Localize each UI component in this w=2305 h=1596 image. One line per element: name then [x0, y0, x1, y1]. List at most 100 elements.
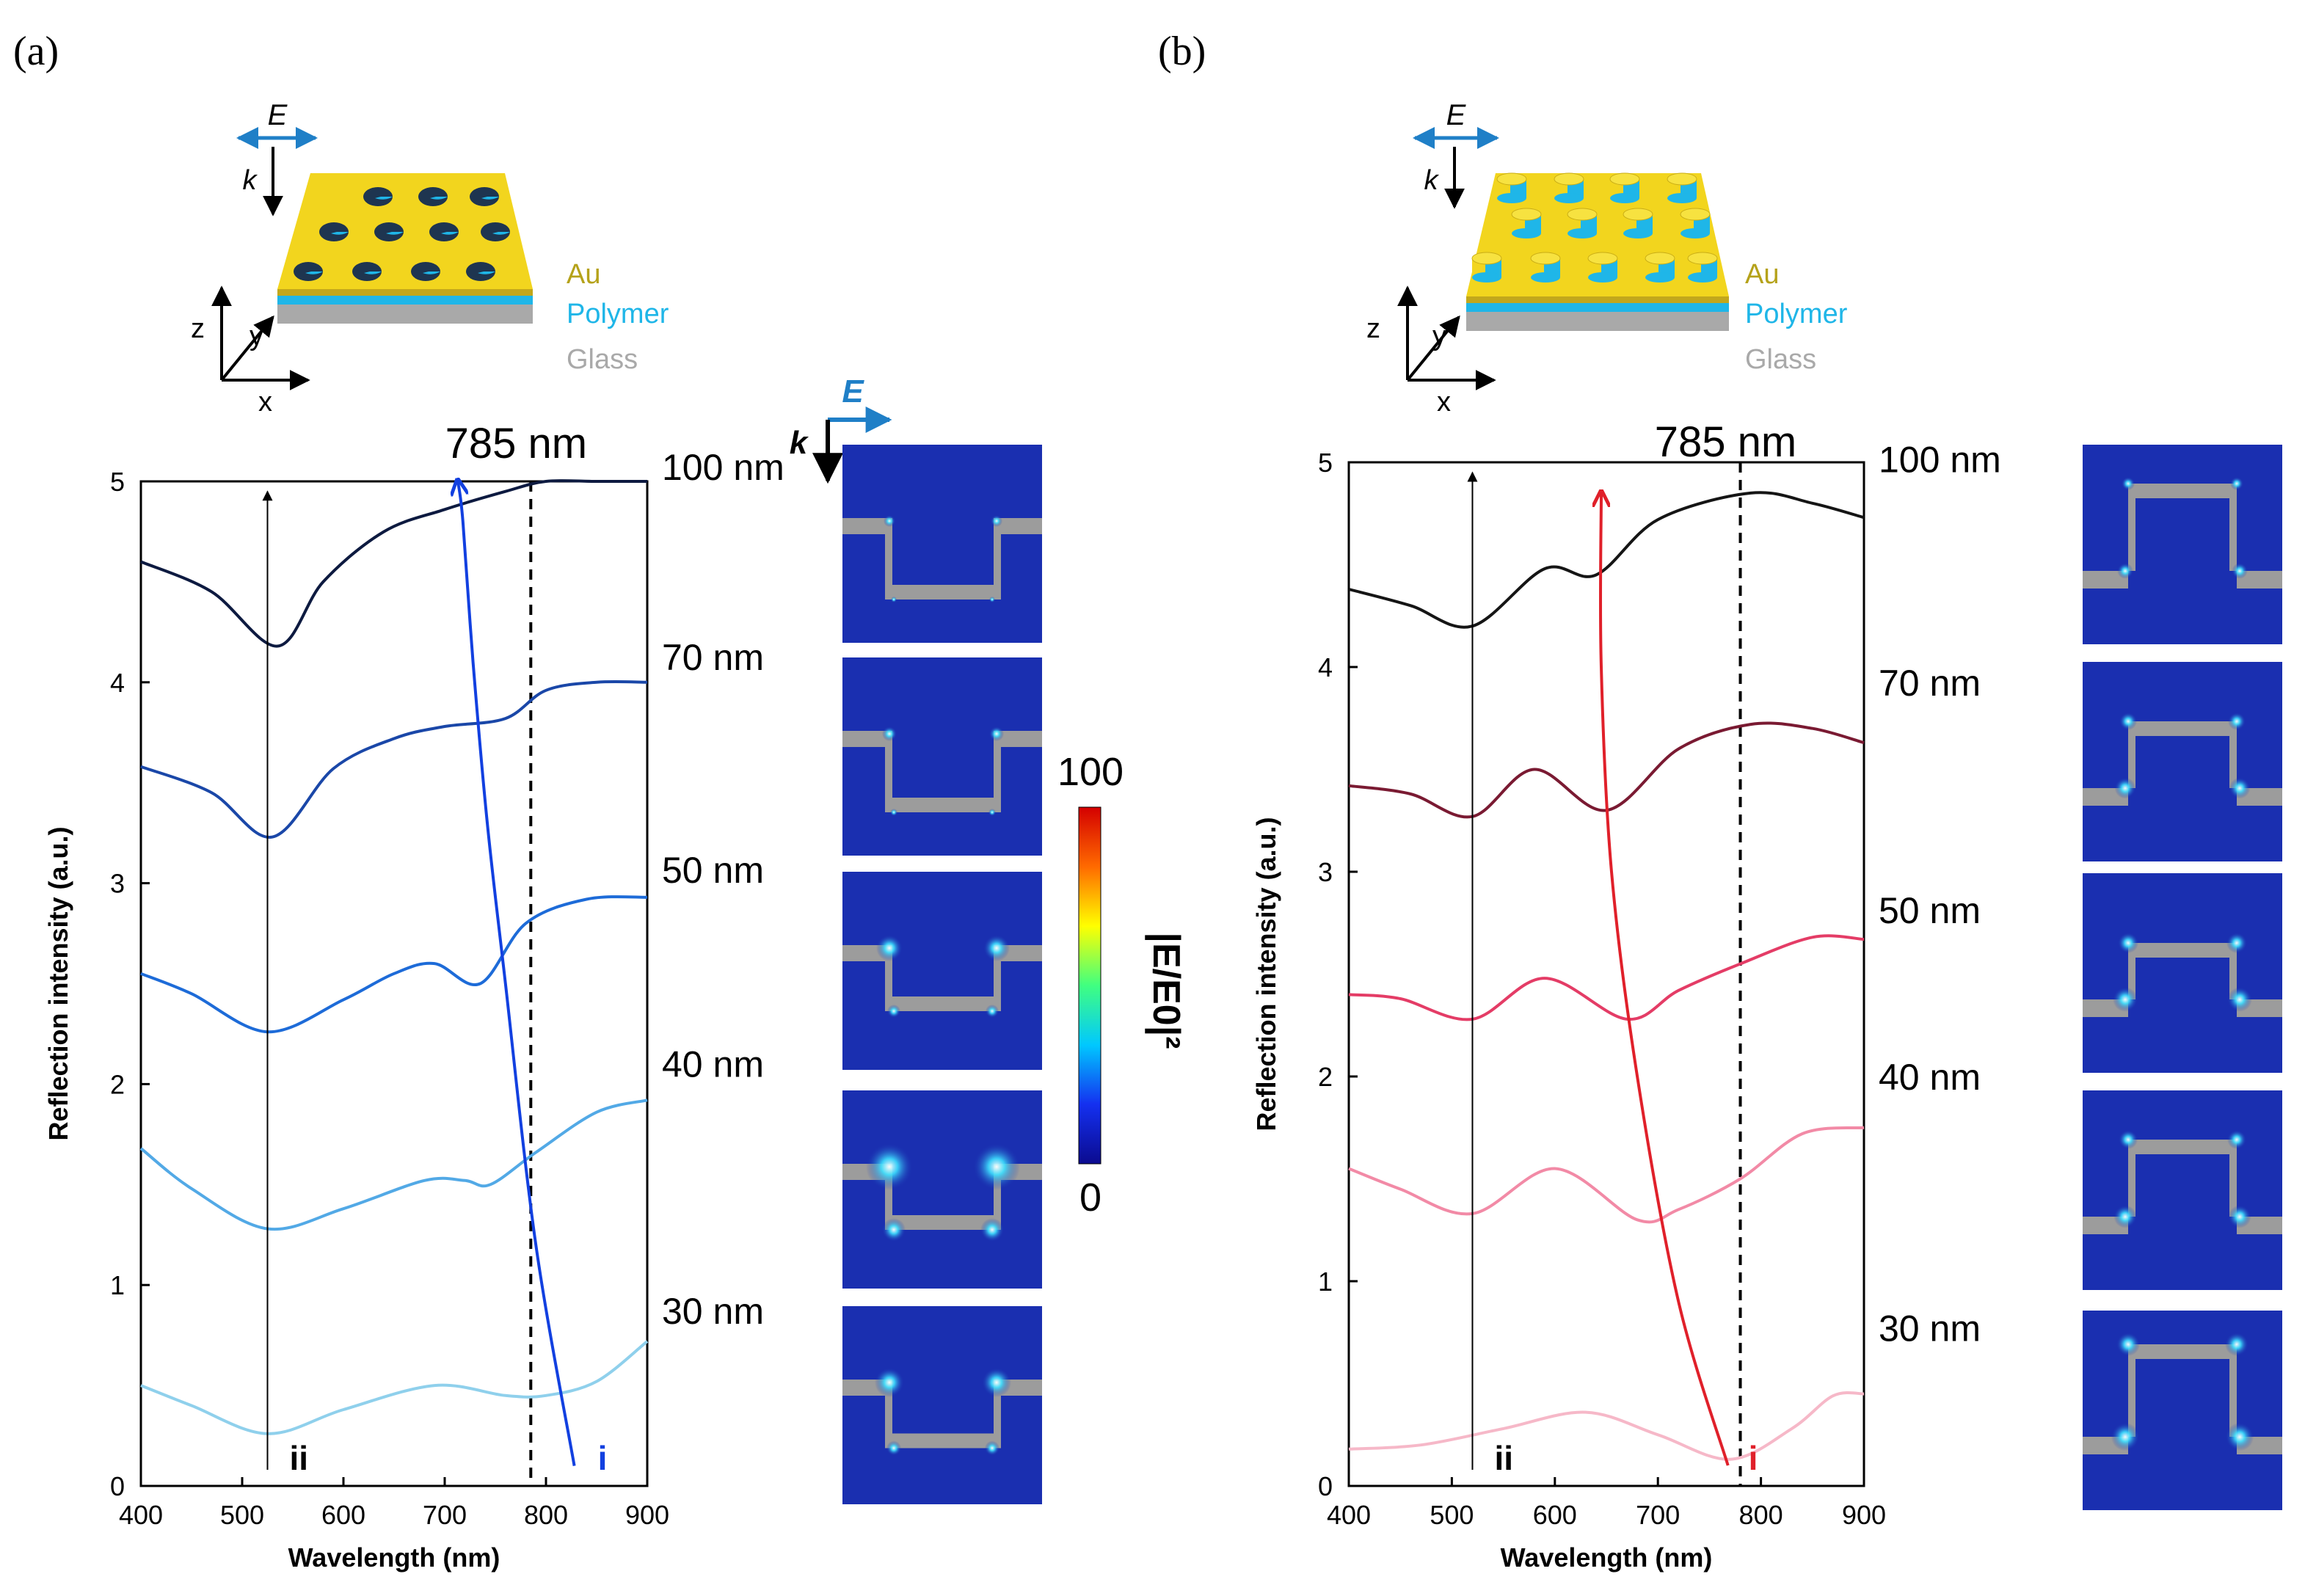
y-tick-label: 0: [110, 1471, 125, 1501]
field-hotspot: [884, 515, 895, 527]
nanohole-array: [294, 187, 510, 281]
field-hotspot: [2119, 713, 2137, 730]
field-hotspot: [2232, 563, 2248, 579]
y-tick-label: 2: [1318, 1062, 1333, 1092]
y-tick-label: 3: [1318, 857, 1333, 887]
x-tick-label: 500: [1430, 1500, 1474, 1530]
nanohole: [319, 222, 349, 241]
glass-layer: [1466, 312, 1729, 331]
field-hotspot: [986, 1005, 999, 1018]
field-k-label: k: [790, 425, 809, 461]
metal-profile: [842, 945, 1042, 1011]
x-tick-label: 700: [1636, 1500, 1680, 1530]
field-hotspot: [891, 597, 897, 602]
series-label: 30 nm: [662, 1291, 764, 1332]
axis-y-arrow: [1406, 315, 1460, 382]
field-hotspot: [2227, 987, 2252, 1012]
field-hotspot: [2225, 1422, 2254, 1451]
x-tick-label: 900: [1842, 1500, 1886, 1530]
nanohole: [294, 262, 323, 281]
field-map-tile: [2083, 1090, 2282, 1290]
mode-i-arrow: [458, 481, 576, 1466]
metal-profile: [842, 731, 1042, 812]
gold-film-top: [277, 173, 533, 289]
field-hotspot: [2113, 1205, 2137, 1228]
y-axis-title: Reflection intensity (a.u.): [1251, 817, 1281, 1131]
colorbar: 100 0 |E/E0|²: [1057, 750, 1187, 1220]
polymer-label: Polymer: [567, 299, 669, 329]
x-tick-label: 700: [423, 1500, 467, 1530]
nanohole: [363, 187, 393, 206]
field-map-tile: [842, 657, 1042, 856]
field-map-tile: [2083, 662, 2282, 861]
axis-y-label: y: [1432, 321, 1446, 351]
field-hotspot: [890, 809, 897, 816]
field-hotspot: [2228, 1205, 2251, 1228]
field-hotspot: [2113, 987, 2138, 1012]
x-tick-label: 600: [321, 1500, 365, 1530]
y-tick-label: 3: [110, 869, 125, 899]
y-tick-label: 4: [110, 668, 125, 698]
au-label: Au: [1745, 259, 1779, 290]
series-line-50-nm: [140, 895, 648, 1034]
x-axis-title: Wavelength (nm): [288, 1542, 500, 1573]
field-hotspot: [2226, 933, 2247, 953]
mode-i-label: i: [598, 1439, 608, 1477]
x-tick-label: 600: [1533, 1500, 1577, 1530]
field-hotspot: [2117, 563, 2133, 579]
y-tick-label: 0: [1318, 1471, 1333, 1501]
series-label: 70 nm: [662, 637, 764, 678]
panel-a-label: (a): [13, 29, 59, 74]
metal-profile: [2083, 484, 2282, 589]
axis-x-label: x: [258, 387, 272, 418]
axis-z-label: z: [1366, 313, 1380, 344]
marker-line-label: 785 nm: [1655, 418, 1796, 466]
field-hotspot: [2118, 933, 2138, 953]
field-hotspot: [973, 1143, 1020, 1190]
nanohole: [352, 262, 382, 281]
e-field-label: E: [268, 99, 288, 131]
field-hotspot: [2230, 477, 2243, 490]
nanohole: [374, 222, 404, 241]
series-line-70-nm: [140, 680, 648, 839]
nanohole: [466, 262, 495, 281]
marker-line-label: 785 nm: [445, 420, 587, 467]
field-hotspot: [985, 1440, 999, 1456]
field-maps-pillars: [2083, 445, 2282, 1510]
field-hotspot: [2225, 1333, 2248, 1356]
x-tick-label: 500: [220, 1500, 264, 1530]
panel-a-chart: 785 nm Wavelength (nm) Reflection intens…: [43, 420, 784, 1573]
au-label: Au: [567, 259, 600, 290]
series-line-100-nm: [1348, 491, 1865, 629]
series-label: 50 nm: [1879, 890, 1981, 931]
field-hotspot: [2116, 1333, 2140, 1356]
series-line-100-nm: [140, 478, 647, 648]
field-map-tile: [2083, 1311, 2282, 1510]
x-tick-label: 400: [1327, 1500, 1371, 1530]
k-vector-label: k: [1424, 165, 1440, 196]
field-hotspot: [991, 515, 1002, 527]
plot-frame: [139, 480, 649, 1487]
y-tick-label: 4: [1318, 652, 1333, 682]
field-map-tile: [2083, 873, 2282, 1073]
field-maps-holes: [842, 445, 1042, 1504]
y-tick-label: 5: [110, 467, 125, 497]
field-hotspot: [983, 935, 1010, 961]
series-line-30-nm: [1348, 1391, 1865, 1461]
axis-y-label: y: [250, 321, 263, 351]
colorbar-min-label: 0: [1079, 1176, 1101, 1220]
glass-layer: [277, 305, 533, 324]
series-label: 50 nm: [662, 850, 764, 891]
field-hotspot: [982, 1368, 1011, 1397]
nanopillar-array: [1471, 172, 1718, 283]
axis-y-arrow: [220, 315, 274, 382]
nanohole: [411, 262, 440, 281]
panel-a-schematic: E k Au Polymer Glass z y x: [191, 99, 669, 418]
plot-frame: [1347, 461, 1865, 1487]
metal-profile: [842, 518, 1042, 600]
field-hotspot: [2111, 1422, 2140, 1451]
nanohole: [418, 187, 448, 206]
field-e-label: E: [842, 374, 864, 409]
field-hotspot: [2119, 1130, 2138, 1149]
